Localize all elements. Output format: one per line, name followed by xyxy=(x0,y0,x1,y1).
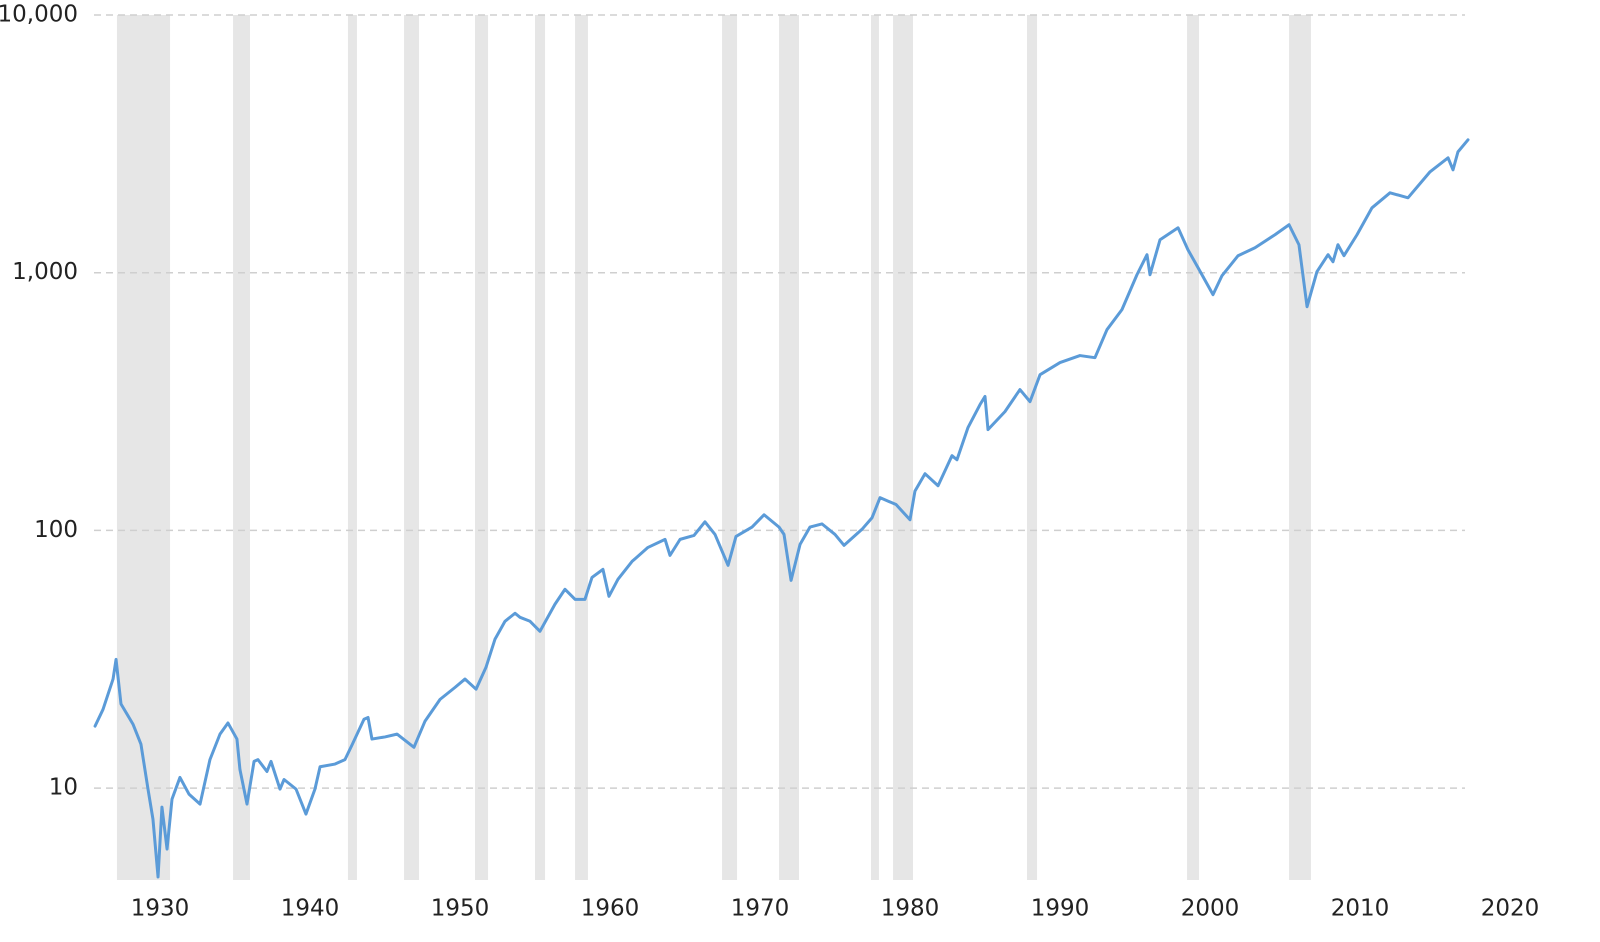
series xyxy=(93,138,1470,879)
recession-band xyxy=(871,15,879,880)
recession-band xyxy=(233,15,250,880)
line-series xyxy=(93,138,1470,879)
y-tick-label: 1,000 xyxy=(12,259,78,285)
recession-band xyxy=(575,15,588,880)
x-tick-label: 1990 xyxy=(1031,896,1090,922)
recession-band xyxy=(475,15,489,880)
y-tick-label: 10,000 xyxy=(0,2,78,28)
x-tick-label: 1970 xyxy=(731,896,790,922)
recession-band xyxy=(1187,15,1200,880)
x-tick-label: 2020 xyxy=(1481,896,1540,922)
recession-band xyxy=(116,15,171,880)
recession-bands xyxy=(116,15,1311,880)
recession-band xyxy=(347,15,357,880)
x-tick-label: 1980 xyxy=(881,896,940,922)
recession-band xyxy=(404,15,420,880)
tick-labels: 10 100 1,000 10,000 1930 1940 1950 1960 1970 1980… xyxy=(0,2,1539,922)
y-tick-label: 100 xyxy=(34,517,78,543)
x-tick-label: 1930 xyxy=(131,896,190,922)
recession-band xyxy=(722,15,738,880)
x-tick-label: 1960 xyxy=(581,896,640,922)
x-tick-label: 1940 xyxy=(281,896,340,922)
recession-band xyxy=(535,15,546,880)
recession-band xyxy=(893,15,913,880)
x-tick-label: 2000 xyxy=(1181,896,1240,922)
recession-band xyxy=(779,15,799,880)
recession-band xyxy=(1027,15,1038,880)
x-tick-label: 2010 xyxy=(1331,896,1390,922)
x-tick-label: 1950 xyxy=(431,896,490,922)
recession-band xyxy=(1289,15,1311,880)
y-tick-label: 10 xyxy=(49,775,78,801)
